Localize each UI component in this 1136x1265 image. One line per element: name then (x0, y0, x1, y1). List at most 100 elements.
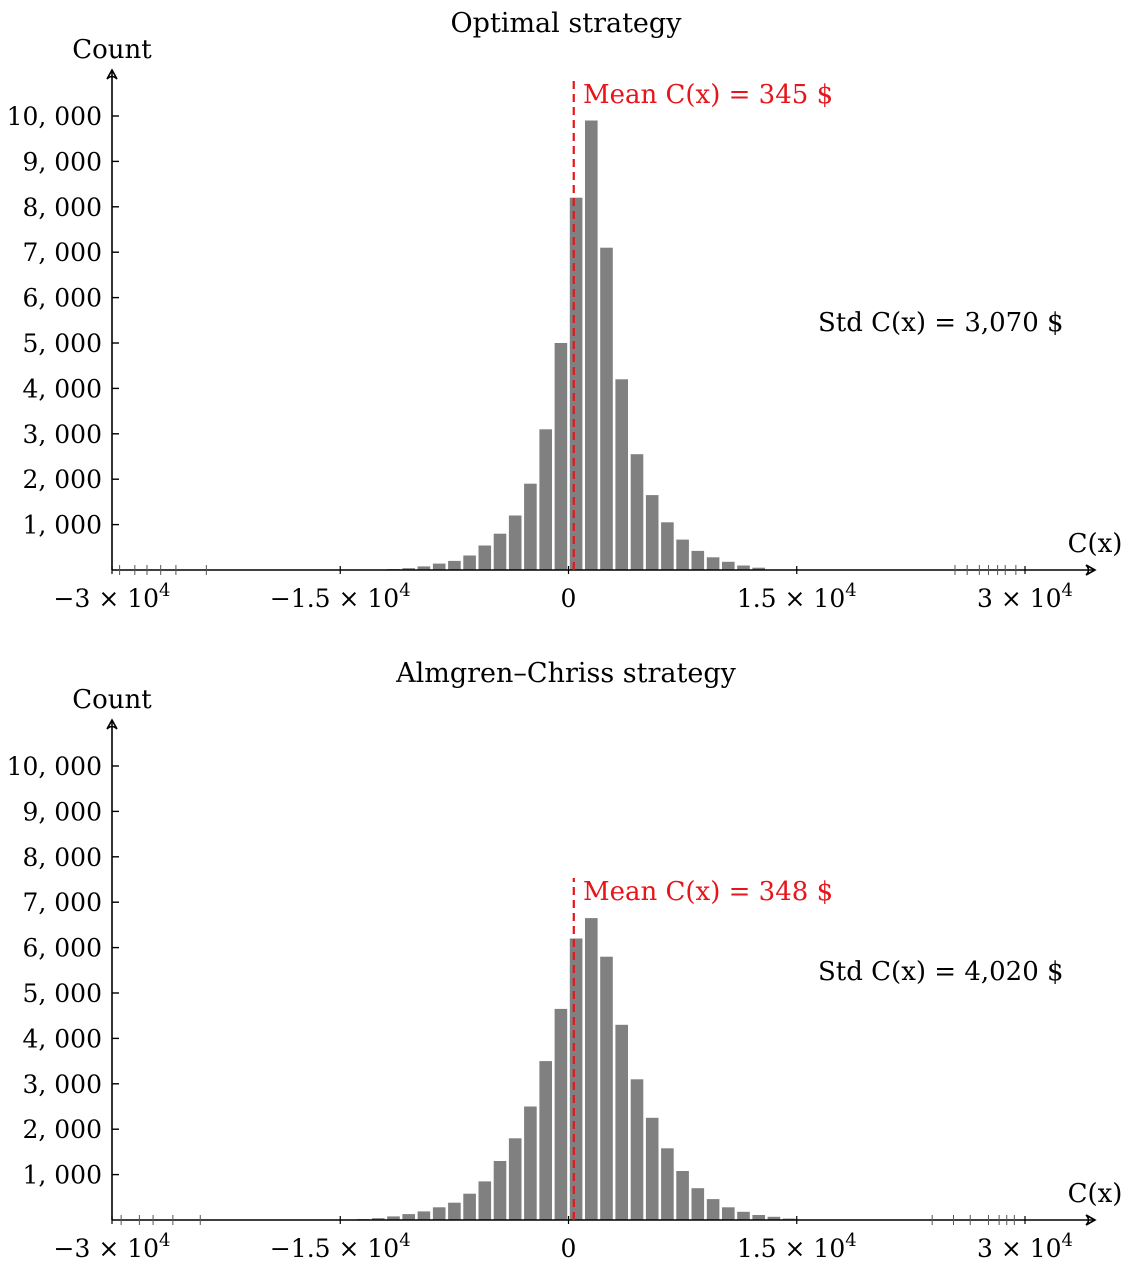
histogram-bar (722, 1207, 735, 1220)
histogram-bar (417, 1211, 431, 1220)
x-tick-label: 1.5 × 104 (737, 1230, 857, 1263)
histogram-bar (493, 533, 507, 570)
bars (387, 120, 765, 570)
x-tick-exponent: 4 (399, 1230, 410, 1251)
histogram-bar (706, 557, 720, 570)
mean-label: Mean C(x) = 345 $ (583, 80, 833, 110)
histogram-bar (448, 560, 461, 570)
histogram-bar (691, 1188, 705, 1220)
y-tick-label: 10, 000 (7, 102, 102, 131)
histogram-bar (630, 1079, 644, 1220)
histogram-bar (569, 197, 583, 570)
y-tick-label: 2, 000 (22, 1115, 102, 1144)
histogram-bar (448, 1202, 461, 1220)
std-label: Std C(x) = 3,070 $ (818, 308, 1064, 338)
chart-title: Almgren–Chriss strategy (395, 658, 737, 689)
histogram-bar (463, 555, 476, 570)
histogram-bar (585, 918, 598, 1220)
histogram-bar (554, 343, 568, 570)
histogram-bar (493, 1161, 507, 1220)
histogram-bar (402, 568, 415, 570)
x-tick-label: 3 × 104 (977, 1230, 1073, 1263)
outlier-ticks (120, 1215, 1015, 1225)
x-tick-label: −3 × 104 (54, 1230, 171, 1263)
histogram-bar (600, 956, 613, 1220)
x-tick-exponent: 4 (159, 580, 170, 601)
x-tick-label: 1.5 × 104 (737, 580, 857, 613)
y-tick-label: 7, 000 (22, 238, 102, 267)
histogram-bar (691, 550, 705, 570)
x-tick-label: 3 × 104 (977, 580, 1073, 613)
histogram-bar (372, 1218, 385, 1220)
y-tick-label: 5, 000 (22, 979, 102, 1008)
histogram-bar (478, 1181, 492, 1220)
y-tick-label: 3, 000 (22, 420, 102, 449)
histogram-bar (615, 379, 628, 570)
histogram-bar (737, 1211, 750, 1220)
histogram-bar (569, 938, 583, 1220)
y-tick-label: 6, 000 (22, 934, 102, 963)
histogram-bar (463, 1193, 476, 1220)
histogram-bar (478, 545, 492, 570)
histogram-bar (706, 1199, 720, 1220)
y-tick-label: 5, 000 (22, 329, 102, 358)
x-ticks: −3 × 104 −1.5 × 104 0 1.5 × 104 3 × 104 (54, 1216, 1073, 1263)
x-axis-label: C(x) (1068, 1179, 1123, 1209)
x-tick-label: 0 (561, 1234, 577, 1263)
histogram-bar (661, 1148, 674, 1220)
histogram-bar (752, 567, 765, 570)
x-tick-exponent: 4 (845, 1230, 856, 1251)
chart-title: Optimal strategy (451, 8, 683, 39)
y-tick-label: 4, 000 (22, 374, 102, 403)
histogram-bar (615, 1024, 628, 1220)
histogram-bar (645, 495, 659, 570)
bars (356, 918, 796, 1220)
histogram-bar (508, 515, 522, 570)
histogram-almgren-chriss-strategy: Almgren–Chriss strategy Count 1, 000 2, 0… (7, 658, 1123, 1263)
histogram-bar (554, 1008, 568, 1220)
x-tick-label: −1.5 × 104 (270, 1230, 411, 1263)
y-tick-label: 9, 000 (22, 797, 102, 826)
y-tick-label: 1, 000 (22, 511, 102, 540)
histogram-bar (417, 566, 431, 570)
x-tick-exponent: 4 (845, 580, 856, 601)
histogram-bar (600, 247, 613, 570)
y-ticks: 1, 000 2, 000 3, 000 4, 000 5, 000 6, 000 7, 0… (7, 102, 119, 540)
histogram-bar (402, 1214, 415, 1220)
histogram-bar (722, 561, 735, 570)
histogram-bar (508, 1138, 522, 1220)
y-tick-label: 8, 000 (22, 843, 102, 872)
y-tick-label: 3, 000 (22, 1070, 102, 1099)
histogram-bar (585, 120, 598, 570)
histogram-bar (432, 563, 446, 570)
x-tick-exponent: 4 (399, 580, 410, 601)
histogram-bar (539, 1061, 552, 1220)
histogram-bar (630, 454, 644, 570)
histogram-bar (752, 1215, 765, 1220)
x-tick-exponent: 4 (1062, 580, 1073, 601)
y-tick-label: 1, 000 (22, 1161, 102, 1190)
histogram-bar (387, 1216, 400, 1220)
outlier-ticks (119, 565, 1017, 575)
histogram-bar (737, 565, 750, 570)
x-tick-exponent: 4 (159, 1230, 170, 1251)
histogram-bar (645, 1117, 659, 1220)
y-tick-label: 7, 000 (22, 888, 102, 917)
histogram-bar (524, 483, 537, 570)
x-tick-exponent: 4 (1062, 1230, 1073, 1251)
y-tick-label: 9, 000 (22, 147, 102, 176)
x-ticks: −3 × 104 −1.5 × 104 0 1.5 × 104 3 × 104 (54, 566, 1073, 613)
y-ticks: 1, 000 2, 000 3, 000 4, 000 5, 000 6, 000 7, 0… (7, 752, 119, 1190)
x-tick-label: 0 (561, 584, 577, 613)
histogram-bar (676, 1171, 689, 1220)
histogram-bar (432, 1207, 446, 1220)
mean-label: Mean C(x) = 348 $ (583, 877, 833, 907)
histogram-bar (539, 429, 552, 570)
x-tick-label: −3 × 104 (54, 580, 171, 613)
std-label: Std C(x) = 4,020 $ (818, 957, 1064, 987)
histogram-bar (661, 522, 674, 570)
y-tick-label: 2, 000 (22, 465, 102, 494)
y-tick-label: 8, 000 (22, 193, 102, 222)
y-axis-label: Count (72, 35, 152, 65)
